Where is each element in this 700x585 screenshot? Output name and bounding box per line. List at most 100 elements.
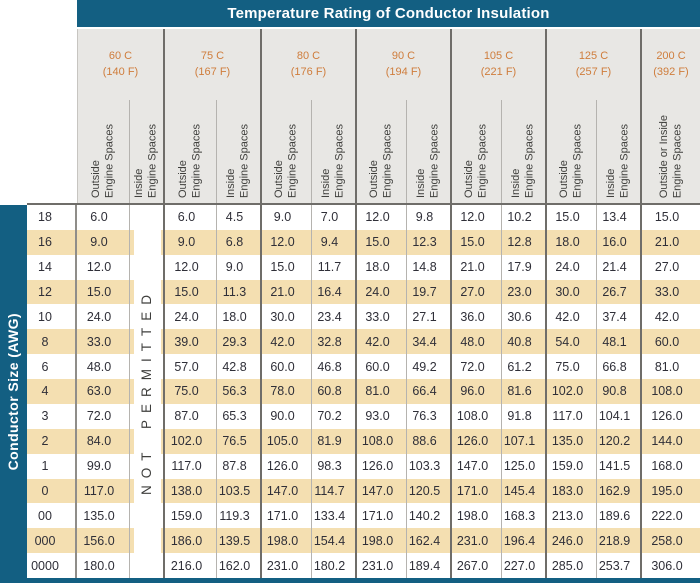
temp-header-105c: 105 C (221 F) bbox=[452, 29, 547, 100]
ampacity-cell: 66.8 bbox=[597, 354, 642, 380]
header-left-divider bbox=[77, 29, 78, 205]
ampacity-cell: 267.0 bbox=[452, 553, 502, 578]
ampacity-cell: 42.0 bbox=[547, 304, 597, 330]
ampacity-cell: 57.0 bbox=[165, 354, 217, 380]
ampacity-cell: 42.0 bbox=[262, 329, 312, 355]
subcolumn-label: Outside Engine Spaces bbox=[273, 124, 299, 198]
ampacity-cell: 15.0 bbox=[262, 254, 312, 280]
ampacity-cell: 21.0 bbox=[262, 279, 312, 305]
ampacity-cell: 7.0 bbox=[312, 205, 357, 230]
ampacity-cell: 147.0 bbox=[357, 478, 407, 504]
ampacity-cell: 189.6 bbox=[597, 503, 642, 529]
subcolumn-label: Inside Engine Spaces bbox=[415, 124, 441, 198]
subcolumn-label: Outside Engine Spaces bbox=[558, 124, 584, 198]
ampacity-cell: 12.3 bbox=[407, 229, 452, 255]
ampacity-cell: 10.2 bbox=[502, 205, 547, 230]
column-header: 60 C (140 F) Outside Engine Spaces Inside Eng… bbox=[78, 29, 700, 205]
ampacity-cell: 102.0 bbox=[165, 428, 217, 454]
ampacity-cell: 30.0 bbox=[547, 279, 597, 305]
ampacity-cell: 218.9 bbox=[597, 528, 642, 554]
ampacity-cell: 135.0 bbox=[547, 428, 597, 454]
ampacity-cell: 195.0 bbox=[642, 478, 700, 504]
ampacity-cell: 42.0 bbox=[642, 304, 700, 330]
subcolumn-header: Inside Engine Spaces bbox=[130, 100, 165, 205]
awg-row-label: 12 bbox=[27, 279, 77, 305]
ampacity-cell: 198.0 bbox=[262, 528, 312, 554]
temp-header-60c: 60 C (140 F) bbox=[78, 29, 165, 100]
subcolumn-header: Inside Engine Spaces bbox=[312, 100, 357, 205]
ampacity-cell: 99.0 bbox=[77, 453, 130, 479]
ampacity-cell: 27.1 bbox=[407, 304, 452, 330]
ampacity-cell: 227.0 bbox=[502, 553, 547, 578]
ampacity-cell: 46.8 bbox=[312, 354, 357, 380]
ampacity-cell: 145.4 bbox=[502, 478, 547, 504]
ampacity-cell: 75.0 bbox=[165, 379, 217, 404]
subcolumn-header: Inside Engine Spaces bbox=[597, 100, 642, 205]
awg-row-label: 4 bbox=[27, 379, 77, 404]
subcolumn-label: Outside Engine Spaces bbox=[463, 124, 489, 198]
ampacity-cell: 105.0 bbox=[262, 428, 312, 454]
subcolumn-label: Inside Engine Spaces bbox=[320, 124, 346, 198]
ampacity-cell: 96.0 bbox=[452, 379, 502, 404]
subcolumn-header: Outside Engine Spaces bbox=[547, 100, 597, 205]
ampacity-cell: 139.5 bbox=[217, 528, 262, 554]
ampacity-cell: 144.0 bbox=[642, 428, 700, 454]
ampacity-cell: 23.0 bbox=[502, 279, 547, 305]
subcolumn-label: Inside Engine Spaces bbox=[133, 124, 159, 198]
ampacity-cell: 103.5 bbox=[217, 478, 262, 504]
ampacity-cell: 126.0 bbox=[357, 453, 407, 479]
ampacity-cell: 147.0 bbox=[262, 478, 312, 504]
ampacity-cell: 60.0 bbox=[357, 354, 407, 380]
ampacity-cell: 81.6 bbox=[502, 379, 547, 404]
subcolumn-header: Outside Engine Spaces bbox=[165, 100, 217, 205]
ampacity-cell: 180.0 bbox=[77, 553, 130, 578]
ampacity-cell: 306.0 bbox=[642, 553, 700, 578]
ampacity-cell: 81.9 bbox=[312, 428, 357, 454]
subcolumn-header: Outside Engine Spaces bbox=[78, 100, 130, 205]
subcolumn-header: Inside Engine Spaces bbox=[502, 100, 547, 205]
ampacity-cell: 66.4 bbox=[407, 379, 452, 404]
ampacity-cell: 33.0 bbox=[357, 304, 407, 330]
ampacity-cell: 49.2 bbox=[407, 354, 452, 380]
ampacity-cell: 48.0 bbox=[452, 329, 502, 355]
temp-fahrenheit: (194 F) bbox=[385, 65, 422, 78]
ampacity-cell: 13.4 bbox=[597, 205, 642, 230]
ampacity-cell: 15.0 bbox=[452, 229, 502, 255]
ampacity-cell: 11.7 bbox=[312, 254, 357, 280]
awg-row-label: 00 bbox=[27, 503, 77, 529]
ampacity-cell: 21.0 bbox=[642, 229, 700, 255]
ampacity-cell: 88.6 bbox=[407, 428, 452, 454]
ampacity-cell: 12.0 bbox=[165, 254, 217, 280]
ampacity-cell: 84.0 bbox=[77, 428, 130, 454]
ampacity-cell: 171.0 bbox=[262, 503, 312, 529]
ampacity-cell: 78.0 bbox=[262, 379, 312, 404]
ampacity-cell: 117.0 bbox=[165, 453, 217, 479]
ampacity-cell: 75.0 bbox=[547, 354, 597, 380]
ampacity-cell: 87.0 bbox=[165, 403, 217, 429]
table-title: Temperature Rating of Conductor Insulati… bbox=[227, 5, 550, 22]
ampacity-cell: 24.0 bbox=[547, 254, 597, 280]
ampacity-cell: 11.3 bbox=[217, 279, 262, 305]
ampacity-cell: 48.0 bbox=[77, 354, 130, 380]
ampacity-cell: 159.0 bbox=[547, 453, 597, 479]
ampacity-cell: 72.0 bbox=[77, 403, 130, 429]
ampacity-cell: 6.0 bbox=[165, 205, 217, 230]
ampacity-cell: 70.2 bbox=[312, 403, 357, 429]
temp-header-75c: 75 C (167 F) bbox=[165, 29, 262, 100]
awg-row-label: 0 bbox=[27, 478, 77, 504]
ampacity-cell: 120.5 bbox=[407, 478, 452, 504]
ampacity-cell: 162.0 bbox=[217, 553, 262, 578]
temp-fahrenheit: (167 F) bbox=[194, 65, 231, 78]
table-body: Conductor Size (AWG) 18 6.0 6.0 4.5 9.0 7.0 12… bbox=[0, 205, 700, 578]
ampacity-cell: 180.2 bbox=[312, 553, 357, 578]
ampacity-cell: 12.0 bbox=[262, 229, 312, 255]
awg-row-label: 16 bbox=[27, 229, 77, 255]
ampacity-cell: 37.4 bbox=[597, 304, 642, 330]
ampacity-cell: 19.7 bbox=[407, 279, 452, 305]
awg-row-label: 2 bbox=[27, 428, 77, 454]
ampacity-cell: 196.4 bbox=[502, 528, 547, 554]
row-axis-bar: Conductor Size (AWG) bbox=[0, 205, 27, 578]
ampacity-cell: 198.0 bbox=[357, 528, 407, 554]
ampacity-cell: 9.0 bbox=[165, 229, 217, 255]
